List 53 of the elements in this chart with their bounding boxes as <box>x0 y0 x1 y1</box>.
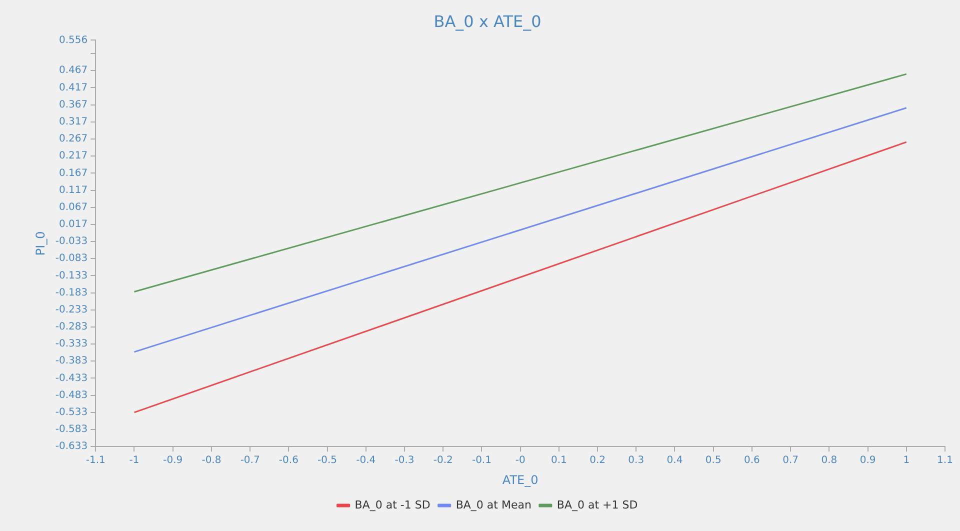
legend-label: BA_0 at +1 SD <box>556 498 638 512</box>
legend-label: BA_0 at Mean <box>456 498 532 512</box>
y-tick-label: 0.467 <box>58 65 88 76</box>
x-tick-label: -0.5 <box>318 455 338 466</box>
x-tick-label: -0.3 <box>394 455 414 466</box>
y-tick-label: -0.633 <box>55 441 88 452</box>
y-tick-label: -0.033 <box>55 236 88 248</box>
x-tick-label: -0.2 <box>433 455 453 466</box>
x-tick-label: -1 <box>129 455 140 466</box>
y-tick-label: -0.583 <box>55 424 88 436</box>
x-tick-label: 1 <box>903 455 910 466</box>
y-tick-label: 0.217 <box>58 150 88 162</box>
y-tick-label: 0.556 <box>58 34 88 46</box>
legend-label: BA_0 at -1 SD <box>354 498 430 512</box>
y-tick-label: 0.117 <box>58 184 88 196</box>
y-tick-label: 0.367 <box>58 99 88 110</box>
x-tick-label: 1.1 <box>937 455 953 466</box>
y-tick-label: 0.317 <box>58 116 88 128</box>
y-tick-label: -0.383 <box>55 356 88 367</box>
y-tick-label: 0.017 <box>58 219 88 230</box>
x-tick-label: 0.6 <box>744 455 760 466</box>
x-tick-label: -0.6 <box>278 455 298 466</box>
x-tick-label: 0.8 <box>821 455 838 466</box>
x-tick-label: -0 <box>515 455 526 466</box>
x-tick-label: 0.7 <box>782 455 799 466</box>
y-tick-label: -0.283 <box>55 322 88 333</box>
x-tick-label: 0.9 <box>860 455 876 466</box>
x-tick-label: -0.9 <box>163 455 183 466</box>
y-tick-label: -0.233 <box>55 304 88 316</box>
chart-title: BA_0 x ATE_0 <box>434 12 542 31</box>
x-tick-label: 0.1 <box>550 455 567 466</box>
x-tick-label: -0.7 <box>240 455 260 466</box>
y-tick-label: -0.133 <box>55 270 88 282</box>
y-axis-title: PI_0 <box>33 231 48 256</box>
y-tick-label: -0.083 <box>55 253 88 264</box>
y-tick-label: 0.417 <box>58 82 88 94</box>
x-tick-label: -1.1 <box>86 455 106 466</box>
y-tick-label: 0.267 <box>58 134 88 145</box>
y-tick-label: -0.483 <box>55 390 88 401</box>
y-tick-label: 0.167 <box>58 168 88 179</box>
x-tick-label: -0.8 <box>202 455 222 466</box>
x-tick-label: 0.4 <box>666 455 683 466</box>
x-tick-label: 0.2 <box>590 455 606 466</box>
x-tick-label: -0.1 <box>472 455 492 466</box>
x-axis-title: ATE_0 <box>502 472 538 487</box>
y-tick-label: 0.067 <box>58 202 88 213</box>
x-tick-label: -0.4 <box>356 455 376 466</box>
y-tick-label: -0.533 <box>55 407 88 418</box>
x-tick-label: 0.3 <box>628 455 644 466</box>
y-tick-label: -0.183 <box>55 287 88 298</box>
y-tick-label: -0.333 <box>55 338 88 350</box>
x-tick-label: 0.5 <box>705 455 722 466</box>
y-tick-label: -0.433 <box>55 372 88 384</box>
